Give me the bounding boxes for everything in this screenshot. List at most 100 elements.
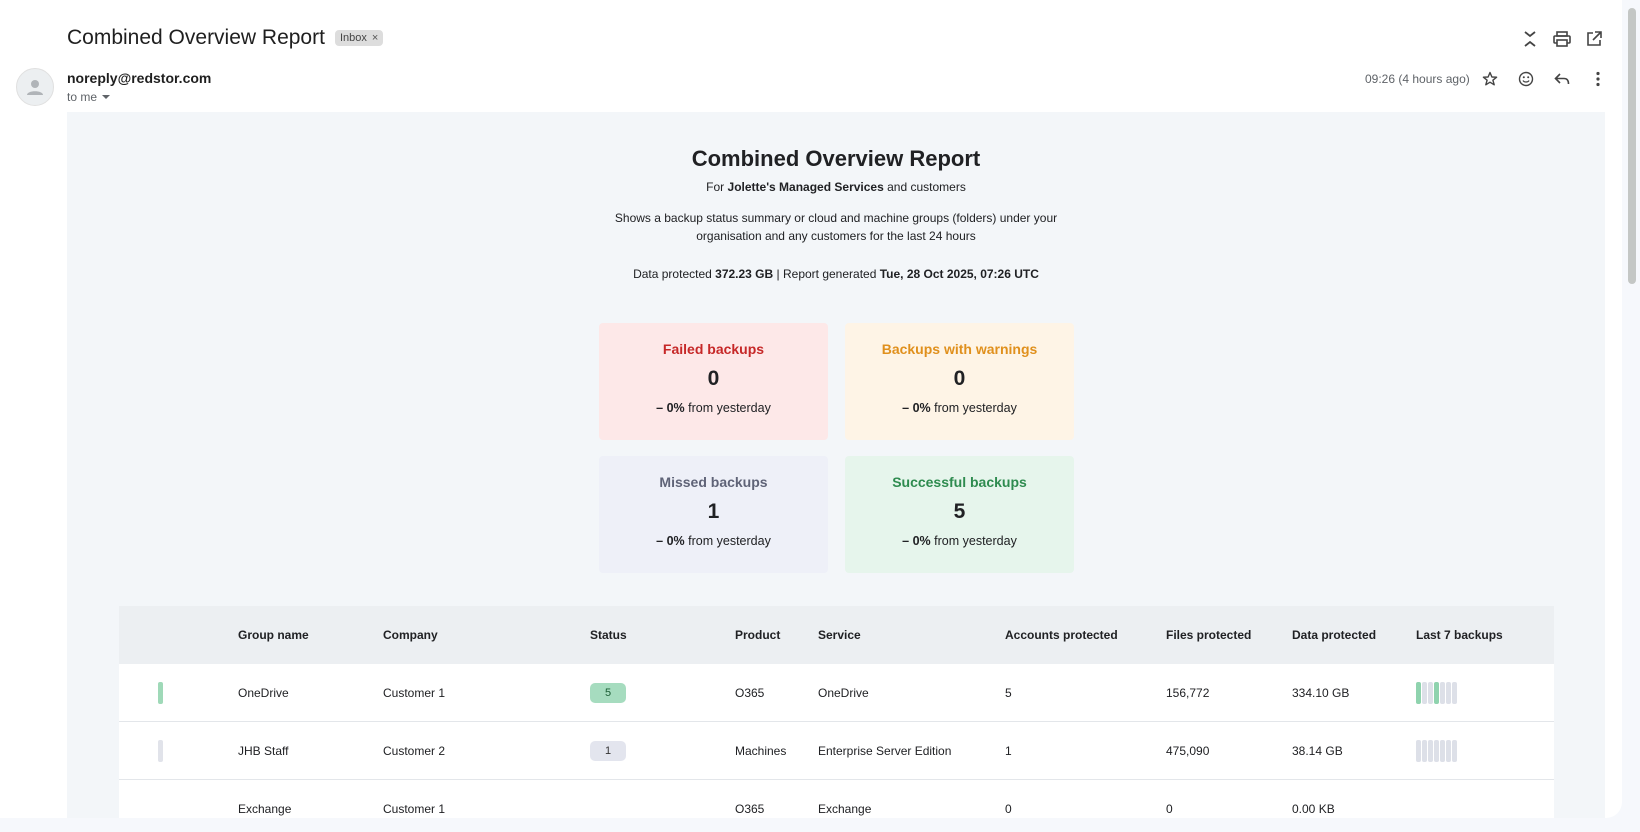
- backup-bar: [1446, 682, 1451, 704]
- total-data-protected: 372.23 GB: [715, 267, 774, 281]
- sender-avatar[interactable]: [16, 68, 54, 106]
- cell-company: Customer 1: [383, 686, 446, 700]
- cell-files: 156,772: [1166, 686, 1210, 700]
- report-body: Combined Overview Report For Jolette's M…: [67, 112, 1605, 818]
- print-icon[interactable]: [1546, 26, 1578, 52]
- backup-bar: [1434, 682, 1439, 704]
- header-last-7-backups: Last 7 backups: [1416, 628, 1503, 642]
- card-title: Failed backups: [662, 341, 765, 357]
- cell-accounts: 0: [1005, 802, 1012, 816]
- card-title: Backups with warnings: [881, 341, 1038, 357]
- cell-data: 38.14 GB: [1292, 744, 1343, 758]
- card-delta: – 0% from yesterday: [656, 534, 771, 548]
- backup-bar: [1428, 682, 1433, 704]
- card-value: 0: [707, 367, 720, 390]
- header-status: Status: [590, 628, 627, 642]
- report-generated-date: Tue, 28 Oct 2025, 07:26 UTC: [879, 267, 1039, 281]
- scrollbar-thumb[interactable]: [1628, 8, 1636, 284]
- cell-company: Customer 1: [383, 802, 446, 816]
- table-row[interactable]: Exchange Customer 1 O365 Exchange 0 0 0.…: [119, 780, 1554, 818]
- cell-files: 0: [1166, 802, 1173, 816]
- cell-group-name: JHB Staff: [238, 744, 289, 758]
- reply-icon[interactable]: [1544, 66, 1580, 92]
- header-files-protected: Files protected: [1166, 628, 1252, 642]
- successful-backups-card: Successful backups 5 – 0% from yesterday: [845, 456, 1074, 573]
- status-badge: 1: [590, 741, 626, 761]
- backup-bar: [1416, 682, 1421, 704]
- status-indicator: [158, 740, 163, 762]
- cell-service: Exchange: [818, 802, 872, 816]
- card-delta: – 0% from yesterday: [902, 534, 1017, 548]
- header-company: Company: [383, 628, 438, 642]
- backup-bar: [1440, 682, 1445, 704]
- cell-company: Customer 2: [383, 744, 446, 758]
- recipient-details[interactable]: to me: [67, 90, 111, 104]
- recipient-text: to me: [67, 90, 98, 104]
- report-description: Shows a backup status summary or cloud a…: [614, 211, 1058, 243]
- status-badge: 5: [590, 683, 626, 703]
- cell-service: OneDrive: [818, 686, 869, 700]
- emoji-reaction-icon[interactable]: [1508, 66, 1544, 92]
- cell-product: O365: [735, 802, 765, 816]
- sender-address[interactable]: noreply@redstor.com: [67, 70, 212, 86]
- header-data-protected: Data protected: [1292, 628, 1377, 642]
- email-subject: Combined Overview Report Inbox ×: [67, 26, 384, 50]
- table-row[interactable]: OneDrive Customer 1 5 O365 OneDrive 5 15…: [119, 664, 1554, 722]
- message-actions: [1472, 66, 1616, 92]
- email-view: Combined Overview Report Inbox × noreply…: [16, 26, 1622, 818]
- warning-backups-card: Backups with warnings 0 – 0% from yester…: [845, 323, 1074, 440]
- cell-data: 0.00 KB: [1292, 802, 1335, 816]
- inbox-label-chip[interactable]: Inbox ×: [334, 30, 384, 46]
- groups-table: Group name Company Status Product Servic…: [119, 606, 1554, 818]
- backup-bar: [1422, 740, 1427, 762]
- backup-bar: [1428, 740, 1433, 762]
- table-header: Group name Company Status Product Servic…: [119, 606, 1554, 664]
- person-icon: [27, 80, 43, 95]
- backup-bar: [1422, 682, 1427, 704]
- card-delta: – 0% from yesterday: [902, 401, 1017, 415]
- header-service: Service: [818, 628, 861, 642]
- subject-text: Combined Overview Report: [67, 26, 325, 49]
- remove-label-icon[interactable]: ×: [371, 32, 379, 44]
- cell-service: Enterprise Server Edition: [818, 744, 952, 758]
- backup-bar: [1452, 682, 1457, 704]
- backup-bar: [1440, 740, 1445, 762]
- inbox-label-text: Inbox: [339, 32, 367, 44]
- cell-accounts: 5: [1005, 686, 1012, 700]
- cell-files: 475,090: [1166, 744, 1210, 758]
- card-title: Missed backups: [659, 474, 768, 490]
- star-icon[interactable]: [1472, 66, 1508, 92]
- backup-bar: [1416, 740, 1421, 762]
- cell-product: O365: [735, 686, 765, 700]
- org-name: Jolette's Managed Services: [727, 180, 884, 194]
- card-value: 0: [953, 367, 966, 390]
- table-row[interactable]: JHB Staff Customer 2 1 Machines Enterpri…: [119, 722, 1554, 780]
- cell-accounts: 1: [1005, 744, 1012, 758]
- card-value: 1: [707, 500, 720, 523]
- card-delta: – 0% from yesterday: [656, 401, 771, 415]
- open-in-new-window-icon[interactable]: [1578, 26, 1610, 52]
- card-title: Successful backups: [892, 474, 1027, 490]
- thread-actions: [1514, 26, 1622, 52]
- header-product: Product: [735, 628, 781, 642]
- backup-bar: [1446, 740, 1451, 762]
- report-meta: Data protected 372.23 GB | Report genera…: [633, 267, 1039, 281]
- message-time: 09:26 (4 hours ago): [1365, 72, 1470, 86]
- backup-bar: [1434, 740, 1439, 762]
- header-group-name: Group name: [238, 628, 309, 642]
- report-title: Combined Overview Report: [691, 146, 981, 171]
- more-options-icon[interactable]: [1580, 66, 1616, 92]
- collapse-all-icon[interactable]: [1514, 26, 1546, 52]
- status-indicator: [158, 682, 163, 704]
- chevron-down-icon: [102, 95, 111, 99]
- report-for-line: For Jolette's Managed Services and custo…: [706, 180, 966, 194]
- failed-backups-card: Failed backups 0 – 0% from yesterday: [599, 323, 828, 440]
- backup-bar: [1452, 740, 1457, 762]
- last-7-backups-sparkline: [1416, 682, 1457, 704]
- cell-group-name: Exchange: [238, 802, 292, 816]
- card-value: 5: [953, 500, 966, 523]
- cell-product: Machines: [735, 744, 787, 758]
- missed-backups-card: Missed backups 1 – 0% from yesterday: [599, 456, 828, 573]
- header-accounts-protected: Accounts protected: [1005, 628, 1118, 642]
- cell-data: 334.10 GB: [1292, 686, 1350, 700]
